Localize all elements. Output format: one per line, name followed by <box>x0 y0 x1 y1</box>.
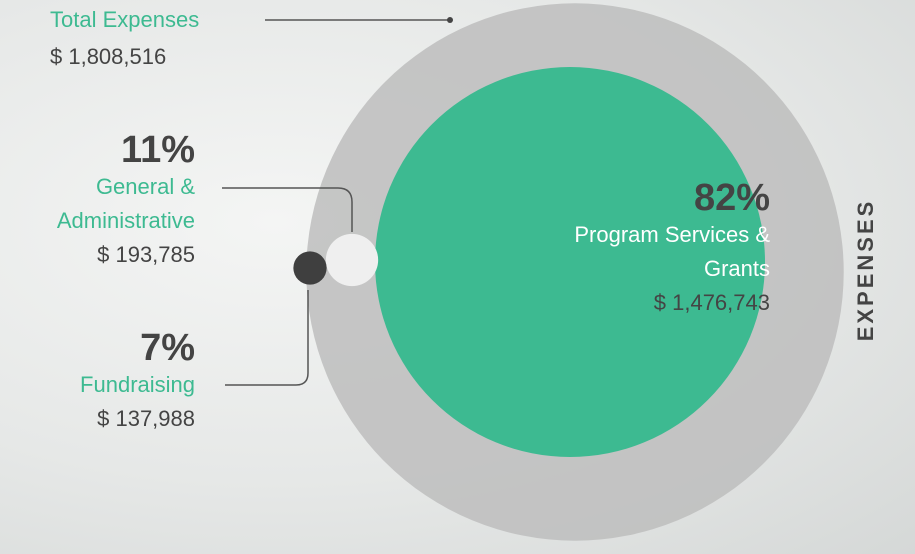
amount-label: $ 137,988 <box>0 402 195 436</box>
chart-title: EXPENSES <box>853 199 879 342</box>
category-circle <box>326 234 378 286</box>
percent-label: 11% <box>0 130 195 170</box>
category-label: Program Services & Grants <box>550 218 770 286</box>
percent-label: 7% <box>0 328 195 368</box>
amount-label: $ 1,476,743 <box>520 286 770 320</box>
connector <box>225 290 308 385</box>
infographic: Total Expenses $ 1,808,516 11% General &… <box>0 0 915 554</box>
total-label: Total Expenses <box>50 3 199 37</box>
percent-label: 82% <box>520 178 770 218</box>
category-label: General & Administrative <box>5 170 195 238</box>
connector-dot <box>447 17 453 23</box>
total-value: $ 1,808,516 <box>50 40 166 74</box>
category-label: Fundraising <box>0 368 195 402</box>
category-circle <box>293 251 326 284</box>
amount-label: $ 193,785 <box>0 238 195 272</box>
chart <box>0 0 915 554</box>
